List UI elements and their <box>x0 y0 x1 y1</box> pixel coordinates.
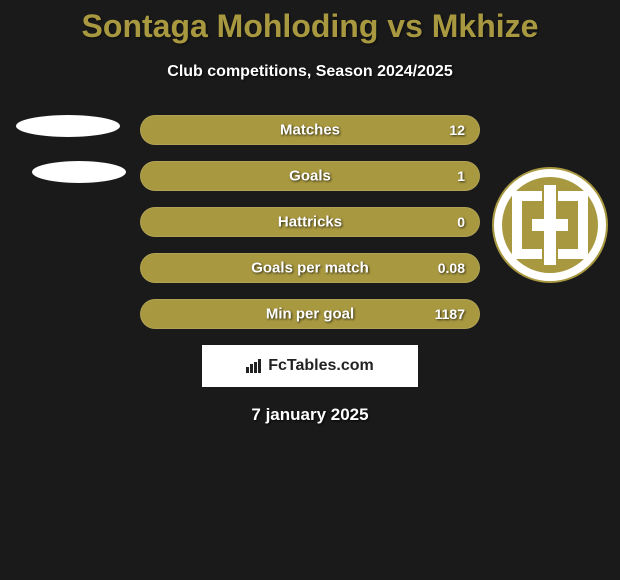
stat-value: 1 <box>457 168 465 184</box>
stat-bar: Matches 12 <box>140 115 480 145</box>
club-badge-icon <box>492 167 608 283</box>
stat-label: Goals <box>289 168 331 185</box>
logo-label: FcTables.com <box>268 357 374 375</box>
stat-label: Matches <box>280 122 340 139</box>
stat-label: Hattricks <box>278 214 342 231</box>
left-player-marks <box>10 115 120 207</box>
stat-bar: Goals per match 0.08 <box>140 253 480 283</box>
club-badge <box>492 167 608 283</box>
stat-label: Min per goal <box>266 306 354 323</box>
stat-value: 0.08 <box>438 260 465 276</box>
stat-bar: Min per goal 1187 <box>140 299 480 329</box>
infographic-root: Sontaga Mohloding vs Mkhize Club competi… <box>0 0 620 425</box>
page-title: Sontaga Mohloding vs Mkhize <box>0 8 620 45</box>
stat-bar: Goals 1 <box>140 161 480 191</box>
stat-value: 12 <box>449 122 465 138</box>
stat-label: Goals per match <box>251 260 369 277</box>
source-logo-text: FcTables.com <box>246 357 374 375</box>
stat-value: 0 <box>457 214 465 230</box>
stat-bars: Matches 12 Goals 1 Hattricks 0 Goals per… <box>140 115 480 329</box>
infographic-date: 7 january 2025 <box>0 405 620 425</box>
stat-bar: Hattricks 0 <box>140 207 480 237</box>
stats-area: Matches 12 Goals 1 Hattricks 0 Goals per… <box>0 115 620 425</box>
player-mark-1 <box>16 115 120 137</box>
source-logo: FcTables.com <box>202 345 418 387</box>
stat-value: 1187 <box>435 306 465 322</box>
chart-icon <box>246 359 264 373</box>
player-mark-2 <box>32 161 126 183</box>
page-subtitle: Club competitions, Season 2024/2025 <box>0 63 620 81</box>
